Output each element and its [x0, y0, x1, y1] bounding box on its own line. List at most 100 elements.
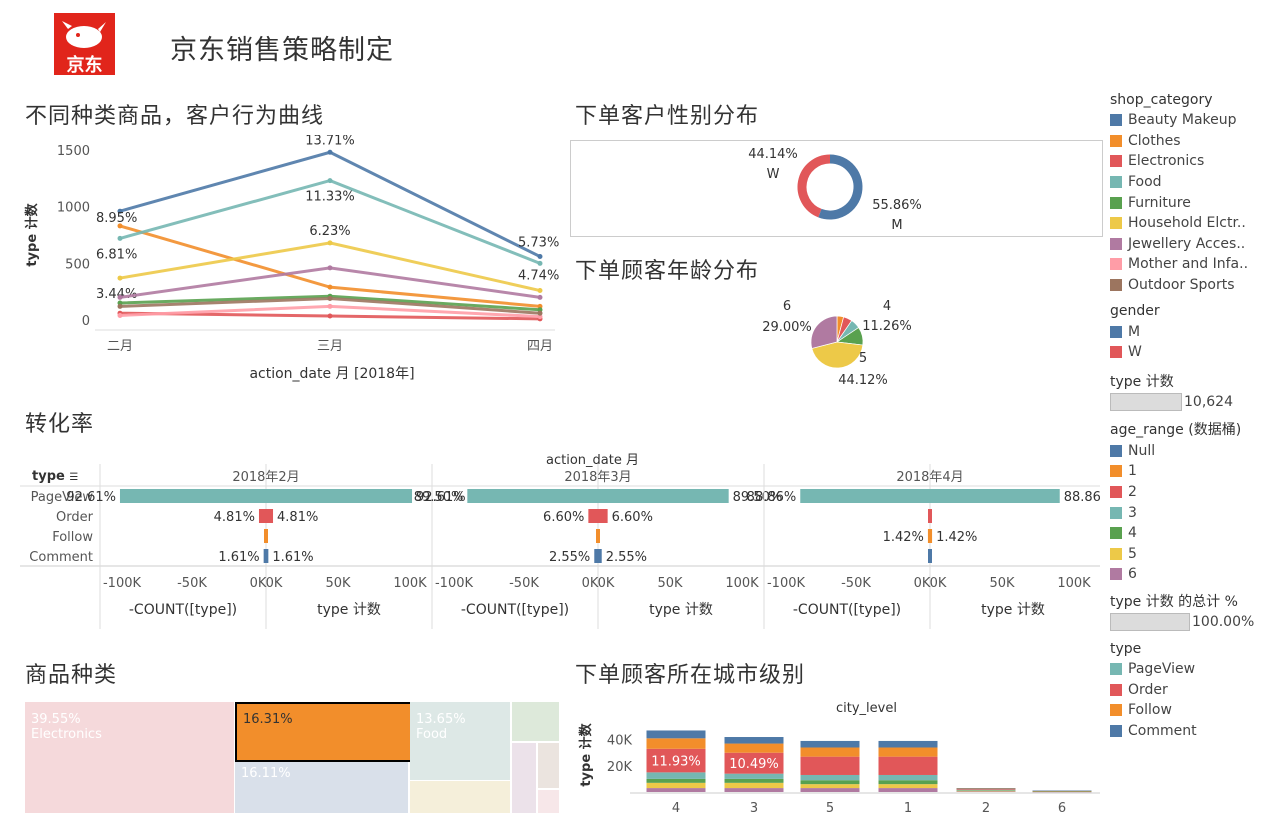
legend-label: Food: [1128, 174, 1162, 191]
city-y-tick: 20K: [607, 760, 633, 775]
pos-axis-label: type 计数: [981, 602, 1045, 618]
age-chart-title: 下单顾客年龄分布: [575, 259, 760, 284]
legend-type: PageView Order Follow Comment: [1110, 659, 1275, 741]
city-bar-segment: [646, 730, 706, 739]
conversion-bar: [930, 489, 1060, 503]
legend-age-item[interactable]: 4: [1110, 523, 1275, 544]
legend-label: 3: [1128, 504, 1137, 521]
conversion-bar: [258, 509, 266, 523]
legend-type-item[interactable]: Order: [1110, 679, 1275, 700]
legend-label: 5: [1128, 545, 1137, 562]
legend-gender-item[interactable]: W: [1110, 342, 1275, 363]
legend-shop-category-item[interactable]: Household Elctr..: [1110, 213, 1275, 234]
legend-type-item[interactable]: Follow: [1110, 700, 1275, 721]
x-tick-label: 二月: [107, 339, 133, 354]
treemap-cell-food[interactable]: 13.65% Food: [410, 702, 510, 780]
legend-type-title: type: [1110, 640, 1142, 657]
legend-swatch: [1110, 444, 1122, 457]
pos-axis-tick: 0K: [930, 576, 947, 591]
city-y-tick: 40K: [607, 734, 633, 749]
conversion-bar: [598, 529, 600, 543]
treemap-cell-electronics[interactable]: 39.55% Electronics: [25, 702, 234, 813]
treemap-cell-name: Electronics: [31, 727, 102, 742]
city-chart-header: city_level: [836, 701, 897, 716]
treemap-cell-beauty[interactable]: 16.11%: [235, 762, 408, 813]
legend-swatch: [1110, 662, 1122, 675]
pos-axis-tick: 100K: [393, 576, 427, 591]
legend-swatch: [1110, 724, 1122, 737]
slice-name-label: 6: [783, 299, 791, 314]
data-point: [537, 254, 543, 260]
treemap-cell-jewellery[interactable]: [512, 743, 536, 813]
legend-shop-category-item[interactable]: Outdoor Sports: [1110, 275, 1275, 296]
pos-axis-tick: 0K: [598, 576, 615, 591]
slice-name-label: 5: [859, 351, 867, 366]
legend-label: 2: [1128, 484, 1137, 501]
city-bar-segment: [956, 791, 1016, 792]
legend-shop-category-item[interactable]: Furniture: [1110, 192, 1275, 213]
treemap-cell-mother[interactable]: [538, 790, 559, 813]
legend-gender-item[interactable]: M: [1110, 321, 1275, 342]
city-bar-segment: [800, 788, 860, 792]
slice-pct-label: 55.86%: [872, 198, 922, 213]
legend-age-item[interactable]: 5: [1110, 544, 1275, 565]
pie-slice-5: [811, 341, 864, 369]
conversion-bar: [930, 509, 932, 523]
legend-age-item[interactable]: 6: [1110, 564, 1275, 585]
city-bar-segment: [724, 788, 784, 792]
city-bar-label: 11.93%: [651, 755, 701, 770]
conversion-pct-right: 1.61%: [272, 550, 313, 565]
legend-label: Beauty Makeup: [1128, 112, 1237, 129]
city-bar-segment: [956, 789, 1016, 791]
conversion-header: action_date 月: [546, 453, 639, 468]
data-label: 8.95%: [96, 211, 137, 226]
legend-shop-category-item[interactable]: Electronics: [1110, 151, 1275, 172]
city-bar-segment: [878, 747, 938, 757]
neg-axis-tick: -50K: [177, 576, 207, 591]
legend-label: PageView: [1128, 660, 1196, 677]
sort-icon[interactable]: ☰: [69, 472, 79, 483]
legend-age-item[interactable]: 1: [1110, 461, 1275, 482]
legend-age-item[interactable]: Null: [1110, 441, 1275, 462]
city-x-tick: 4: [672, 801, 680, 816]
city-bar-segment: [1032, 791, 1092, 792]
legend-label: Jewellery Acces..: [1128, 235, 1246, 252]
y-tick-label: 500: [65, 257, 90, 272]
legend-shop-category-item[interactable]: Food: [1110, 172, 1275, 193]
treemap-cell-household[interactable]: [410, 781, 510, 813]
legend-type-item[interactable]: PageView: [1110, 659, 1275, 680]
legend-shop-category-item[interactable]: Jewellery Acces..: [1110, 234, 1275, 255]
slice-pct-label: 29.00%: [762, 320, 812, 335]
legend-swatch: [1110, 237, 1122, 250]
city-bar-segment: [1032, 791, 1092, 792]
panel-month-label: 2018年3月: [564, 470, 631, 485]
legend-age-item[interactable]: 3: [1110, 502, 1275, 523]
legend-swatch: [1110, 346, 1122, 359]
legend-shop-category-item[interactable]: Beauty Makeup: [1110, 110, 1275, 131]
legend-type-item[interactable]: Comment: [1110, 720, 1275, 741]
legend-shop-category-item[interactable]: Clothes: [1110, 131, 1275, 152]
legend-shop-category-item[interactable]: Mother and Infa..: [1110, 254, 1275, 275]
panel-month-label: 2018年2月: [232, 470, 299, 485]
legend-age-item[interactable]: 2: [1110, 482, 1275, 503]
legend-swatch: [1110, 279, 1122, 292]
city-x-tick: 3: [750, 801, 758, 816]
treemap-cell-furniture[interactable]: [512, 702, 559, 741]
treemap-cell-outdoor[interactable]: [538, 743, 559, 788]
data-point: [327, 313, 333, 319]
pos-axis-tick: 50K: [325, 576, 351, 591]
conversion-pct-right: 6.60%: [612, 510, 653, 525]
conversion-pct-right: 4.81%: [277, 510, 318, 525]
legend-count-title: type 计数: [1110, 373, 1174, 390]
data-label: 13.71%: [305, 135, 355, 148]
city-bar-segment: [646, 778, 706, 783]
neg-axis-tick: 0K: [582, 576, 599, 591]
data-point: [117, 303, 123, 309]
treemap-cell-clothes[interactable]: 16.31%: [235, 702, 412, 762]
pos-axis-label: type 计数: [317, 602, 381, 618]
data-label: 11.33%: [305, 190, 355, 205]
city-bar-segment: [956, 788, 1016, 790]
city-x-tick: 2: [982, 801, 990, 816]
legend-swatch: [1110, 325, 1122, 338]
